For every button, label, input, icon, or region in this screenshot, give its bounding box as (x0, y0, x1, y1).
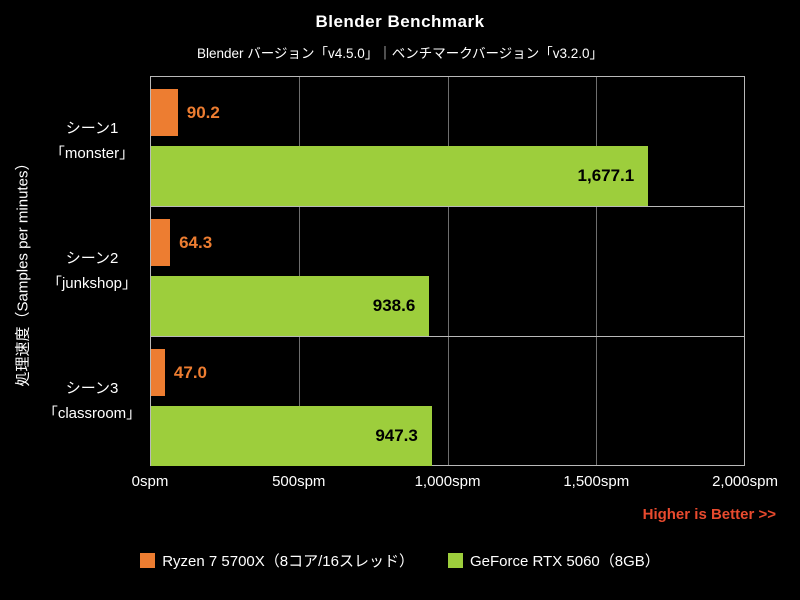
category-label-line: シーン1 (65, 119, 119, 137)
bar-group: 90.2 (151, 89, 744, 136)
x-tick-label: 0spm (131, 473, 169, 490)
category-label: シーン2 「junkshop」 (38, 206, 150, 336)
legend-label: GeForce RTX 5060（8GB） (469, 553, 660, 570)
bar-group: 1,677.1 (151, 146, 744, 206)
plot-area: 90.2 1,677.1 64.3 938.6 47.0 947.3 (150, 76, 745, 466)
category-label-line: 「monster」 (49, 145, 135, 162)
chart-title: Blender Benchmark (315, 12, 485, 31)
value-label: 938.6 (372, 296, 416, 315)
gridline (595, 77, 597, 465)
x-axis: 0spm 500spm 1,000spm 1,500spm 2,000spm (132, 466, 778, 496)
gridline (299, 77, 301, 465)
chart-row: 90.2 1,677.1 (151, 77, 744, 206)
value-label: 1,677.1 (577, 166, 635, 185)
bar-group: 938.6 (151, 276, 744, 336)
blender-benchmark-page: Blender Benchmark Blender バージョン「v4.5.0」｜… (0, 0, 800, 571)
category-label-line: 「classroom」 (42, 405, 142, 422)
legend-item: GeForce RTX 5060（8GB） (447, 550, 660, 571)
legend-swatch (447, 553, 463, 568)
note-row: Higher is Better >> (0, 506, 800, 524)
gpu-bar: 938.6 (151, 276, 430, 336)
chart-row: 64.3 938.6 (151, 206, 744, 336)
y-axis-label: 処理速度（Samples per minutes） (14, 155, 32, 387)
gpu-bar: 947.3 (151, 406, 432, 466)
category-label: シーン1 「monster」 (38, 76, 150, 206)
bar-group: 947.3 (151, 406, 744, 466)
gridline (447, 77, 449, 465)
plot-wrap: 90.2 1,677.1 64.3 938.6 47.0 947.3 (150, 76, 745, 466)
cpu-bar (151, 349, 165, 396)
x-tick-label: 1,500spm (563, 473, 630, 490)
category-label-line: シーン3 (65, 379, 119, 397)
bar-group: 64.3 (151, 219, 744, 266)
legend-swatch (140, 553, 156, 568)
y-axis-label-column: 処理速度（Samples per minutes） (6, 76, 38, 466)
legend-item: Ryzen 7 5700X（8コア/16スレッド） (140, 550, 414, 571)
category-labels: シーン1 「monster」 シーン2 「junkshop」 シーン3 「classroo… (38, 76, 150, 466)
cpu-bar (151, 89, 178, 136)
cpu-bar (151, 219, 171, 266)
x-tick-label: 1,000spm (414, 473, 481, 490)
category-label-line: シーン2 (65, 249, 119, 267)
value-label: 947.3 (375, 426, 418, 445)
chart-row: 47.0 947.3 (151, 336, 744, 466)
x-tick-label: 2,000spm (712, 473, 778, 490)
bar-rows: 90.2 1,677.1 64.3 938.6 47.0 947.3 (151, 77, 744, 466)
value-label: 47.0 (173, 362, 208, 382)
legend: Ryzen 7 5700X（8コア/16スレッド） GeForce RTX 506… (0, 550, 800, 571)
bar-group: 47.0 (151, 349, 744, 396)
higher-is-better-note: Higher is Better >> (642, 506, 776, 523)
category-label-line: 「junkshop」 (46, 275, 138, 292)
chart-header: Blender Benchmark Blender バージョン「v4.5.0」｜… (0, 0, 800, 62)
value-label: 64.3 (179, 232, 213, 252)
x-tick-label: 500spm (272, 473, 326, 490)
chart-subtitle: Blender バージョン「v4.5.0」｜ベンチマークバージョン「v3.2.0… (196, 46, 604, 61)
legend-label: Ryzen 7 5700X（8コア/16スレッド） (162, 553, 414, 570)
chart-body: 処理速度（Samples per minutes） シーン1 「monster」シ… (6, 76, 745, 466)
value-label: 90.2 (186, 102, 220, 122)
gpu-bar: 1,677.1 (151, 146, 649, 206)
category-label: シーン3 「classroom」 (38, 336, 150, 466)
